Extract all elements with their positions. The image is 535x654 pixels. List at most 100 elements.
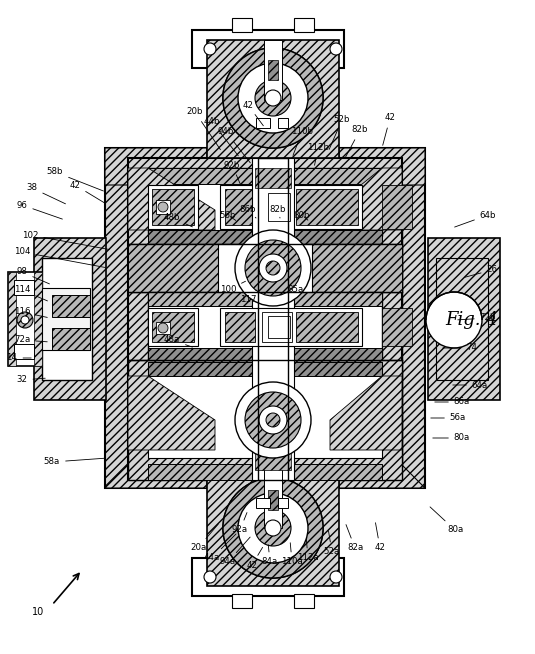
Bar [105,148,425,488]
Bar [312,244,402,292]
Circle shape [158,323,168,333]
Bar [278,118,288,128]
Circle shape [223,478,323,578]
Bar [255,168,291,188]
Circle shape [259,406,287,434]
Text: 64a: 64a [453,381,488,390]
Circle shape [255,510,291,546]
Bar [218,244,312,292]
Text: 42: 42 [383,114,395,145]
Bar [192,558,344,596]
Circle shape [238,63,308,133]
Circle shape [265,90,281,106]
Text: 86b: 86b [240,205,256,218]
Circle shape [255,80,291,116]
Polygon shape [330,376,402,450]
Text: 82a: 82a [346,525,363,553]
Bar [148,168,382,184]
Bar [220,308,362,346]
Circle shape [204,571,216,583]
Text: 44a: 44a [204,534,236,562]
Text: 96: 96 [17,201,63,219]
Text: 44b: 44b [204,118,238,156]
Bar [156,200,170,214]
Bar [128,244,222,292]
Polygon shape [339,465,425,488]
Bar [148,348,382,360]
Bar [128,244,402,292]
Bar [268,60,278,80]
Circle shape [330,571,342,583]
Text: 72b: 72b [458,313,496,322]
Polygon shape [105,465,207,488]
Text: 110b: 110b [291,128,313,156]
Text: 117: 117 [240,290,256,305]
Text: 48b: 48b [164,213,193,227]
Text: 58b: 58b [47,167,103,191]
Bar [262,312,292,342]
Text: 98: 98 [17,267,49,284]
Text: 100: 100 [220,281,246,294]
Bar [148,292,382,360]
Bar [156,322,170,334]
Bar [148,308,198,346]
Circle shape [223,48,323,148]
Circle shape [245,392,301,448]
Text: 38: 38 [27,184,65,204]
Text: 42: 42 [242,101,263,126]
Bar [8,272,16,366]
Bar [256,498,270,508]
Circle shape [426,292,482,348]
Text: 116: 116 [14,307,47,317]
Polygon shape [330,168,402,230]
Bar [52,295,90,317]
Bar [264,40,282,100]
Bar [258,158,288,480]
Text: 52a: 52a [324,531,340,557]
Bar [232,18,252,32]
Bar [148,230,382,244]
Bar [14,344,34,359]
Text: 58a: 58a [44,458,105,466]
Bar [428,238,500,400]
Text: 80a: 80a [433,434,470,443]
Circle shape [235,382,311,458]
Bar [148,464,382,480]
Bar [148,362,382,376]
Text: 94b: 94b [218,128,250,163]
Text: 56a: 56a [431,413,466,422]
Text: 92b: 92b [224,160,241,186]
Bar [148,168,382,236]
Text: 26: 26 [465,266,498,277]
Bar [225,189,255,225]
Bar [14,280,34,295]
Bar [268,193,290,221]
Bar [255,450,291,470]
Polygon shape [105,148,207,185]
Text: 14: 14 [6,354,31,362]
Polygon shape [339,148,425,185]
Bar [278,498,288,508]
Circle shape [245,240,301,296]
Bar [34,238,106,400]
Bar [34,272,42,366]
Circle shape [158,202,168,212]
Text: 86a: 86a [435,398,470,407]
Bar [436,258,488,380]
Text: 32: 32 [17,375,45,385]
Circle shape [235,230,311,306]
Bar [256,118,270,128]
Circle shape [204,43,216,55]
Text: 20a: 20a [190,524,218,553]
Text: 56b: 56b [220,211,236,220]
Circle shape [266,413,280,427]
Polygon shape [128,168,215,230]
Bar [296,189,358,225]
Circle shape [330,43,342,55]
Bar [225,312,255,342]
Bar [296,312,358,342]
Text: 112b: 112b [307,143,329,165]
Text: 102: 102 [22,230,109,249]
Bar [128,158,402,480]
Bar [152,189,194,225]
